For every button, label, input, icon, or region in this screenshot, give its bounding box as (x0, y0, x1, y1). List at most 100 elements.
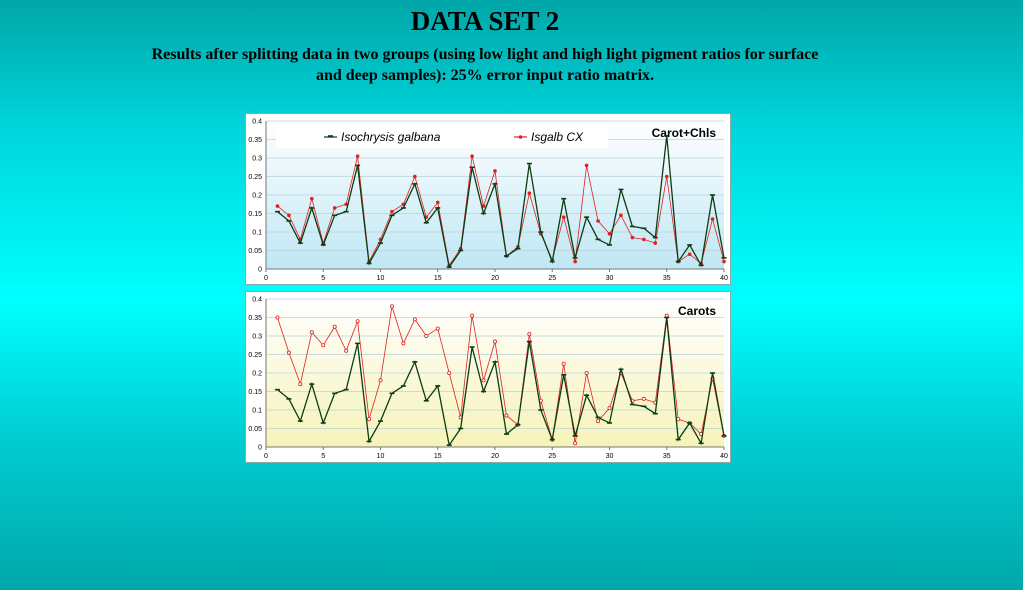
slide-subtitle: Results after splitting data in two grou… (151, 46, 819, 84)
slide-title: DATA SET 2 (410, 6, 560, 36)
data-point-estimated (332, 324, 337, 329)
data-point-estimated (504, 413, 509, 418)
data-point-estimated (275, 204, 280, 208)
x-tick-label: 25 (548, 275, 556, 282)
chart-carots-svg: 0 0.05 0.1 0.15 0.2 0.25 0.3 0.35 0.4 0 5 10 15 20 25 3… (248, 297, 728, 461)
x-tick-label: 10 (377, 275, 385, 282)
data-point-estimated (298, 382, 303, 387)
data-point-estimated (401, 341, 406, 346)
data-point-estimated (607, 406, 612, 411)
data-point-estimated (584, 371, 589, 376)
y-tick-label: 0.2 (252, 193, 262, 200)
data-point-estimated (584, 163, 589, 168)
y-tick-label: 0.25 (248, 352, 262, 359)
data-point-estimated (412, 317, 417, 322)
data-point-estimated (676, 417, 681, 422)
x-tick-label: 0 (264, 275, 268, 282)
y-tick-label: 0.4 (252, 297, 262, 304)
data-point-estimated (573, 259, 577, 264)
series-line-measured (277, 135, 725, 269)
data-point-estimated (470, 313, 475, 318)
legend (276, 126, 608, 148)
data-point-estimated (389, 304, 394, 309)
data-point-estimated (687, 252, 692, 256)
y-tick-label: 0 (258, 267, 262, 274)
data-point-estimated (275, 315, 280, 320)
data-point-estimated (481, 378, 486, 383)
data-point-estimated (561, 215, 566, 219)
data-point-estimated (470, 154, 474, 158)
data-point-estimated (607, 232, 612, 236)
data-point-estimated (642, 237, 646, 242)
data-point-estimated (722, 259, 726, 264)
data-point-estimated (573, 441, 578, 446)
data-point-estimated (287, 213, 291, 218)
data-point-estimated (447, 371, 452, 376)
data-point-estimated (321, 343, 326, 348)
data-point-estimated (413, 174, 417, 179)
data-point-estimated (619, 213, 623, 218)
x-tick-label: 35 (663, 275, 671, 282)
y-tick-label: 0.15 (248, 389, 262, 396)
data-point-estimated (435, 326, 440, 331)
data-point-estimated (378, 378, 383, 383)
y-tick-label: 0.2 (252, 371, 262, 378)
data-point-estimated (630, 235, 635, 240)
y-tick-label: 0 (258, 445, 262, 452)
data-point-estimated (286, 350, 291, 355)
y-tick-label: 0.25 (248, 174, 262, 181)
data-point-estimated (344, 348, 349, 353)
y-tick-label: 0.35 (248, 315, 262, 322)
legend-label: Isgalb CX (531, 130, 584, 144)
series-line-estimated (277, 156, 725, 267)
data-point-estimated (424, 334, 429, 339)
legend-label: Isochrysis galbana (341, 130, 441, 144)
data-point-estimated (710, 217, 715, 221)
x-tick-label: 15 (434, 453, 442, 460)
series-line-measured (277, 317, 725, 447)
data-point-estimated (355, 154, 360, 158)
x-tick-label: 35 (663, 453, 671, 460)
y-tick-label: 0.3 (252, 334, 262, 341)
data-point-estimated (492, 339, 497, 344)
data-point-estimated (493, 169, 497, 173)
x-tick-label: 15 (434, 275, 442, 282)
data-point-estimated (653, 241, 658, 245)
data-point-estimated (664, 174, 669, 179)
x-tick-label: 30 (606, 453, 614, 460)
data-point-estimated (561, 361, 566, 366)
data-point-estimated (367, 417, 372, 422)
x-tick-label: 10 (377, 453, 385, 460)
data-point-estimated (481, 204, 486, 208)
x-tick-label: 5 (321, 453, 325, 460)
data-point-estimated (355, 319, 360, 324)
legend-marker (518, 135, 523, 139)
y-tick-label: 0.35 (248, 137, 262, 144)
x-tick-label: 20 (491, 453, 499, 460)
x-tick-label: 20 (491, 275, 499, 282)
chart-title: Carots (678, 304, 716, 318)
data-point-estimated (435, 200, 440, 205)
data-point-estimated (527, 332, 532, 337)
data-point-estimated (344, 202, 348, 207)
y-tick-label: 0.05 (248, 426, 262, 433)
data-point-estimated (309, 330, 314, 335)
y-tick-label: 0.3 (252, 156, 262, 163)
data-point-estimated (390, 209, 394, 214)
data-point-estimated (596, 219, 600, 223)
data-point-estimated (641, 396, 646, 401)
y-tick-label: 0.4 (252, 119, 262, 126)
x-tick-label: 25 (548, 453, 556, 460)
series-line-estimated (277, 306, 725, 444)
data-point-estimated (527, 191, 532, 195)
data-point-estimated (596, 419, 601, 424)
x-tick-label: 5 (321, 275, 325, 282)
x-tick-label: 30 (606, 275, 614, 282)
x-tick-label: 0 (264, 453, 268, 460)
y-tick-label: 0.1 (252, 230, 262, 237)
y-tick-label: 0.05 (248, 248, 262, 255)
chart-carots: 0 0.05 0.1 0.15 0.2 0.25 0.3 0.35 0.4 0 5 10 15 20 25 3… (245, 291, 731, 463)
x-tick-label: 40 (720, 275, 728, 282)
y-tick-label: 0.1 (252, 408, 262, 415)
data-point-estimated (310, 196, 314, 201)
